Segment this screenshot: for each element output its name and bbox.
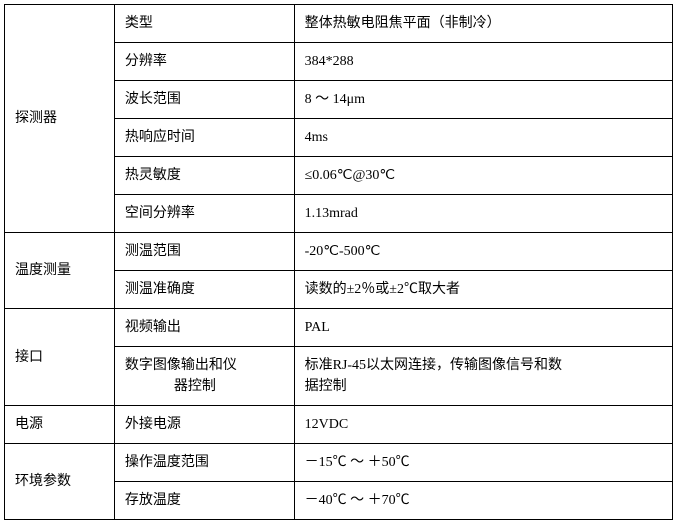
- value-cell: 384*288: [294, 43, 672, 81]
- category-cell: 电源: [5, 406, 115, 444]
- table-row: 温度测量 测温范围 -20℃-500℃: [5, 233, 673, 271]
- category-cell: 接口: [5, 309, 115, 406]
- param-cell: 热响应时间: [114, 119, 294, 157]
- param-cell: 测温准确度: [114, 271, 294, 309]
- table-row: 环境参数 操作温度范围 －15℃ ～ ＋50℃: [5, 444, 673, 482]
- category-cell: 温度测量: [5, 233, 115, 309]
- table-row: 接口 视频输出 PAL: [5, 309, 673, 347]
- value-cell: 1.13mrad: [294, 195, 672, 233]
- param-cell: 测温范围: [114, 233, 294, 271]
- param-cell: 类型: [114, 5, 294, 43]
- value-cell: 标准RJ-45以太网连接，传输图像信号和数据控制: [294, 347, 672, 406]
- category-cell: 探测器: [5, 5, 115, 233]
- value-cell: －15℃ ～ ＋50℃: [294, 444, 672, 482]
- value-line2: 据控制: [305, 379, 347, 394]
- spec-table: 探测器 类型 整体热敏电阻焦平面（非制冷） 分辨率 384*288 波长范围 8…: [4, 4, 673, 520]
- param-cell: 数字图像输出和仪器控制: [114, 347, 294, 406]
- param-line1: 数字图像输出和仪: [125, 358, 237, 373]
- param-cell: 热灵敏度: [114, 157, 294, 195]
- param-cell: 波长范围: [114, 81, 294, 119]
- value-cell: 8 ～ 14μm: [294, 81, 672, 119]
- value-cell: 整体热敏电阻焦平面（非制冷）: [294, 5, 672, 43]
- table-row: 电源 外接电源 12VDC: [5, 406, 673, 444]
- param-cell: 视频输出: [114, 309, 294, 347]
- value-cell: ≤0.06℃@30℃: [294, 157, 672, 195]
- value-cell: 12VDC: [294, 406, 672, 444]
- table-row: 探测器 类型 整体热敏电阻焦平面（非制冷）: [5, 5, 673, 43]
- value-cell: 4ms: [294, 119, 672, 157]
- value-cell: PAL: [294, 309, 672, 347]
- param-cell: 空间分辨率: [114, 195, 294, 233]
- param-cell: 外接电源: [114, 406, 294, 444]
- param-line2: 器控制: [125, 376, 284, 397]
- value-cell: 读数的±2％或±2℃取大者: [294, 271, 672, 309]
- value-cell: -20℃-500℃: [294, 233, 672, 271]
- category-cell: 环境参数: [5, 444, 115, 520]
- param-cell: 分辨率: [114, 43, 294, 81]
- param-cell: 操作温度范围: [114, 444, 294, 482]
- value-line1: 标准RJ-45以太网连接，传输图像信号和数: [305, 358, 562, 373]
